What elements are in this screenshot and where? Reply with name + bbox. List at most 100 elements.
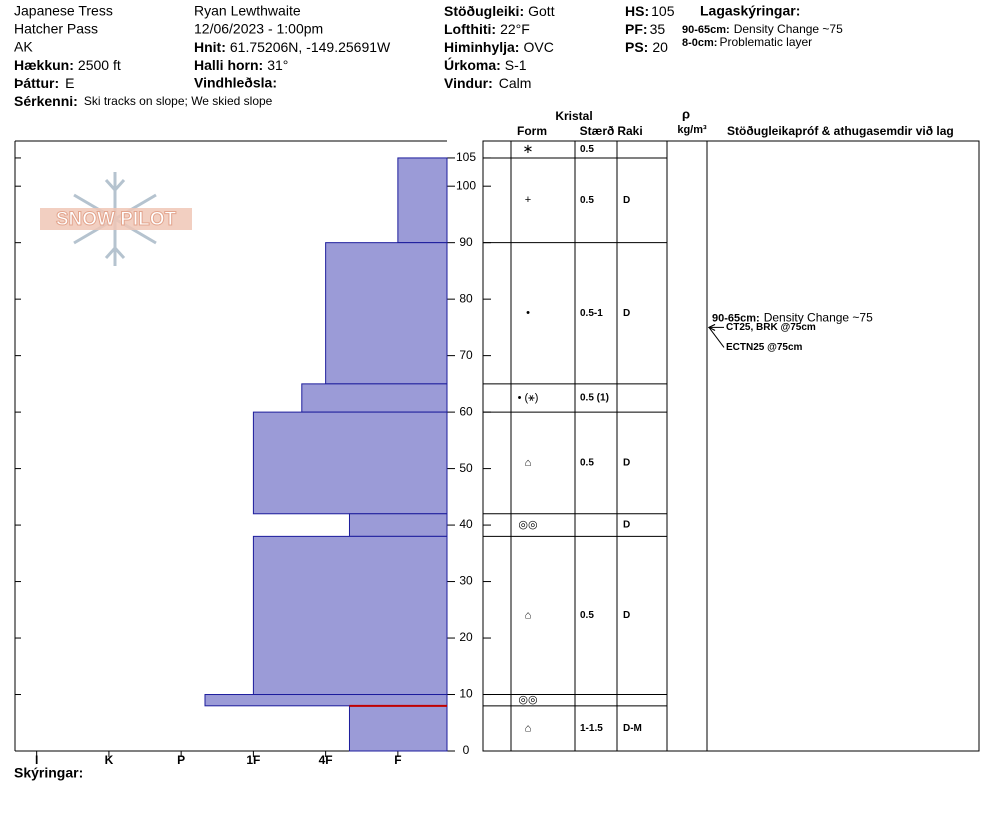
label: Stöðugleiki: — [444, 3, 524, 19]
layer-bar — [204, 694, 448, 707]
test-arrow — [708, 327, 725, 348]
x-tick-label: K — [105, 753, 114, 767]
range: 90-65cm: — [682, 24, 730, 36]
grain-size: 1-1.5 — [580, 723, 603, 734]
grain-size: 0.5-1 — [580, 308, 603, 319]
layer-bar — [301, 383, 448, 413]
footer: Skýringar: — [14, 765, 83, 781]
logo-flake — [104, 245, 126, 260]
moisture: D — [623, 458, 630, 469]
location: Hatcher Pass — [14, 21, 98, 37]
label: Lofthiti: — [444, 21, 496, 37]
wind-loading: Vindhleðsla: — [194, 75, 277, 91]
logo-flake — [104, 178, 126, 193]
elevation: Hækkun: 2500 ft — [14, 57, 121, 73]
y-tick-label: 10 — [459, 687, 473, 701]
x-tick-label: F — [394, 753, 401, 767]
stability-test: ECTN25 @75cm — [726, 342, 803, 353]
size-header: Stærð — [580, 124, 615, 138]
value: OVC — [523, 39, 553, 55]
layer-note: 90-65cm: Density Change ~75 — [682, 22, 843, 36]
y-tick-label: 90 — [459, 235, 473, 249]
moisture: D — [623, 195, 630, 206]
stability: Stöðugleiki: Gott — [444, 3, 555, 19]
label: Himinhylja: — [444, 39, 519, 55]
grain-form: ⌂ — [525, 722, 532, 734]
label: PS: — [625, 39, 648, 55]
grain-size: 0.5 — [580, 610, 594, 621]
y-tick-label: 40 — [459, 517, 473, 531]
moisture: D — [623, 520, 630, 531]
label: Halli horn: — [194, 57, 263, 73]
y-tick-label: 80 — [459, 291, 473, 305]
value: 35 — [650, 21, 666, 37]
x-tick-label: I — [35, 753, 38, 767]
grain-form: ⌂ — [525, 457, 532, 469]
sky: Himinhylja: OVC — [444, 39, 554, 55]
range: 90-65cm: — [712, 312, 760, 324]
pf: PF: 35 — [625, 21, 665, 37]
layer-bar — [252, 535, 448, 696]
label: Vindur: — [444, 75, 493, 91]
grain-size: 0.5 — [580, 195, 594, 206]
x-tick-label: 4F — [319, 753, 333, 767]
coords: Hnit: 61.75206N, -149.25691W — [194, 39, 391, 55]
layer-bar — [348, 705, 448, 752]
moisture: D — [623, 308, 630, 319]
site: Japanese Tress — [14, 3, 113, 19]
observer: Ryan Lewthwaite — [194, 3, 301, 19]
label: Úrkoma: — [444, 56, 501, 73]
slope: Halli horn: 31° — [194, 57, 288, 73]
stability-test: CT25, BRK @75cm — [726, 322, 816, 333]
layer-note: 90-65cm: Density Change ~75 — [712, 311, 873, 325]
comments-header: Stöðugleikapróf & athugasemdir við lag — [727, 124, 954, 138]
moisture: D-M — [623, 723, 642, 734]
table-frame — [482, 140, 980, 752]
layer-note: 8-0cm: Problematic layer — [682, 35, 812, 49]
layer-bar — [325, 242, 448, 385]
y-tick-label: 70 — [459, 348, 473, 362]
form-header: Form — [517, 124, 547, 138]
layer-bar — [348, 513, 448, 537]
y-tick-label: 105 — [456, 150, 476, 164]
grain-form: • — [526, 307, 530, 319]
grain-form: ◎◎ — [518, 694, 537, 706]
grain-form: ∗ — [523, 141, 534, 156]
value: 61.75206N, -149.25691W — [230, 39, 391, 55]
grain-form: • (⚹) — [518, 392, 539, 404]
y-tick-label: 50 — [459, 461, 473, 475]
ps: PS: 20 — [625, 39, 668, 55]
label: HS: — [625, 3, 649, 19]
features: Sérkenni: Ski tracks on slope; We skied s… — [14, 93, 273, 109]
value: 2500 ft — [78, 57, 121, 73]
text: Problematic layer — [719, 35, 812, 49]
wind: Vindur: Calm — [444, 75, 531, 91]
layer-bar — [397, 157, 448, 244]
value: 31° — [267, 57, 288, 73]
frames — [14, 140, 980, 752]
value: Calm — [499, 75, 532, 91]
state: AK — [14, 39, 33, 55]
grain-form: ⌂ — [525, 609, 532, 621]
label: Þáttur: — [14, 75, 59, 91]
moisture-header: Raki — [617, 124, 642, 138]
x-tick-label: 1F — [246, 753, 260, 767]
value: 105 — [651, 3, 675, 19]
air-temp: Lofthiti: 22°F — [444, 21, 530, 37]
density-unit: kg/m³ — [677, 124, 707, 136]
x-tick-label: P — [177, 753, 185, 767]
aspect: Þáttur: E — [14, 75, 74, 91]
grain-size: 0.5 (1) — [580, 393, 609, 404]
value: Ski tracks on slope; We skied slope — [84, 94, 273, 108]
grain-form: + — [525, 194, 531, 206]
crystal-header: Kristal — [555, 109, 592, 123]
value: S-1 — [505, 57, 527, 73]
logo-band — [40, 208, 192, 230]
grain-size: 0.5 — [580, 458, 594, 469]
test-arrowhead — [707, 323, 716, 331]
y-tick-label: 100 — [456, 178, 476, 192]
y-tick-label: 20 — [459, 630, 473, 644]
value: E — [65, 75, 74, 91]
